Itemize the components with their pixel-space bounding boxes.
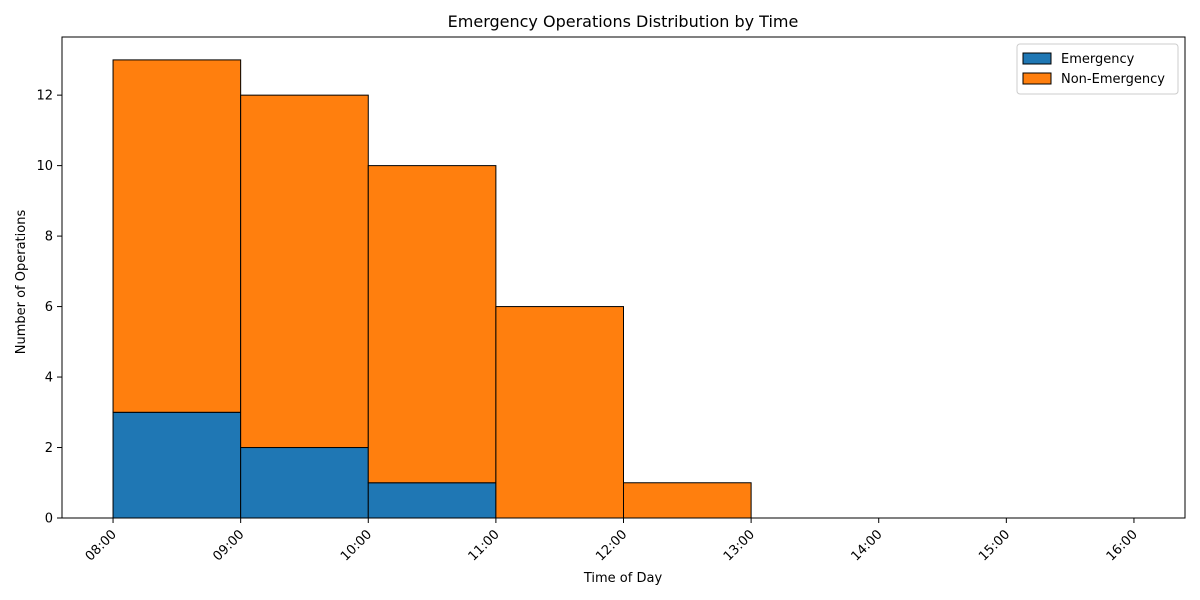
x-axis-label: Time of Day [583, 571, 663, 586]
y-tick-label: 10 [36, 159, 53, 174]
legend: Emergency Non-Emergency [1016, 43, 1179, 95]
bar-non-emergency-1000 [367, 165, 497, 484]
x-tick-label: 11:00 [466, 527, 503, 564]
y-axis-label: Number of Operations [14, 210, 29, 355]
bar-emergency-1000 [367, 482, 497, 519]
y-tick-label: 12 [36, 89, 53, 104]
x-tick-label: 09:00 [210, 527, 247, 564]
y-tick-label: 6 [45, 300, 53, 315]
y-tick-label: 4 [45, 371, 53, 386]
y-tick-label: 8 [45, 230, 53, 245]
x-tick-label: 14:00 [848, 527, 885, 564]
legend-box [1016, 43, 1179, 95]
legend-swatch [1022, 72, 1052, 85]
x-tick-label: 13:00 [721, 527, 758, 564]
y-tick-label: 0 [45, 512, 53, 527]
x-tick-label: 08:00 [83, 527, 120, 564]
x-tick-label: 10:00 [338, 527, 375, 564]
x-tick-label: 16:00 [1104, 527, 1141, 564]
bar-emergency-0800 [112, 411, 242, 519]
x-axis: 08:00 09:00 10:00 11:00 12:00 13:00 14:00 15:00… [83, 518, 1141, 564]
bar-non-emergency-0800 [112, 59, 242, 413]
legend-label: Non-Emergency [1061, 72, 1165, 87]
bar-non-emergency-1200 [623, 482, 752, 519]
bars-layer [112, 59, 752, 519]
bar-emergency-0900 [240, 447, 369, 519]
y-tick-label: 2 [45, 441, 53, 456]
x-tick-label: 12:00 [593, 527, 630, 564]
y-axis: 0 2 4 6 8 10 12 [36, 89, 62, 527]
chart-title: Emergency Operations Distribution by Tim… [448, 12, 799, 31]
x-tick-label: 15:00 [976, 527, 1013, 564]
legend-label: Emergency [1061, 52, 1135, 67]
bar-non-emergency-1100 [495, 306, 624, 519]
bar-non-emergency-0900 [240, 94, 369, 449]
legend-swatch [1022, 52, 1052, 65]
